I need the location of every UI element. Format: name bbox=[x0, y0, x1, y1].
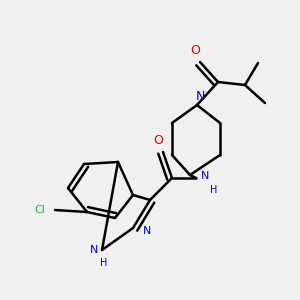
Text: N: N bbox=[195, 91, 205, 103]
Text: N: N bbox=[90, 245, 98, 255]
Text: O: O bbox=[153, 134, 163, 146]
Text: N: N bbox=[143, 226, 152, 236]
Text: N: N bbox=[201, 171, 209, 181]
Text: H: H bbox=[100, 258, 108, 268]
Text: O: O bbox=[190, 44, 200, 56]
Text: Cl: Cl bbox=[34, 205, 45, 215]
Text: H: H bbox=[210, 185, 218, 195]
